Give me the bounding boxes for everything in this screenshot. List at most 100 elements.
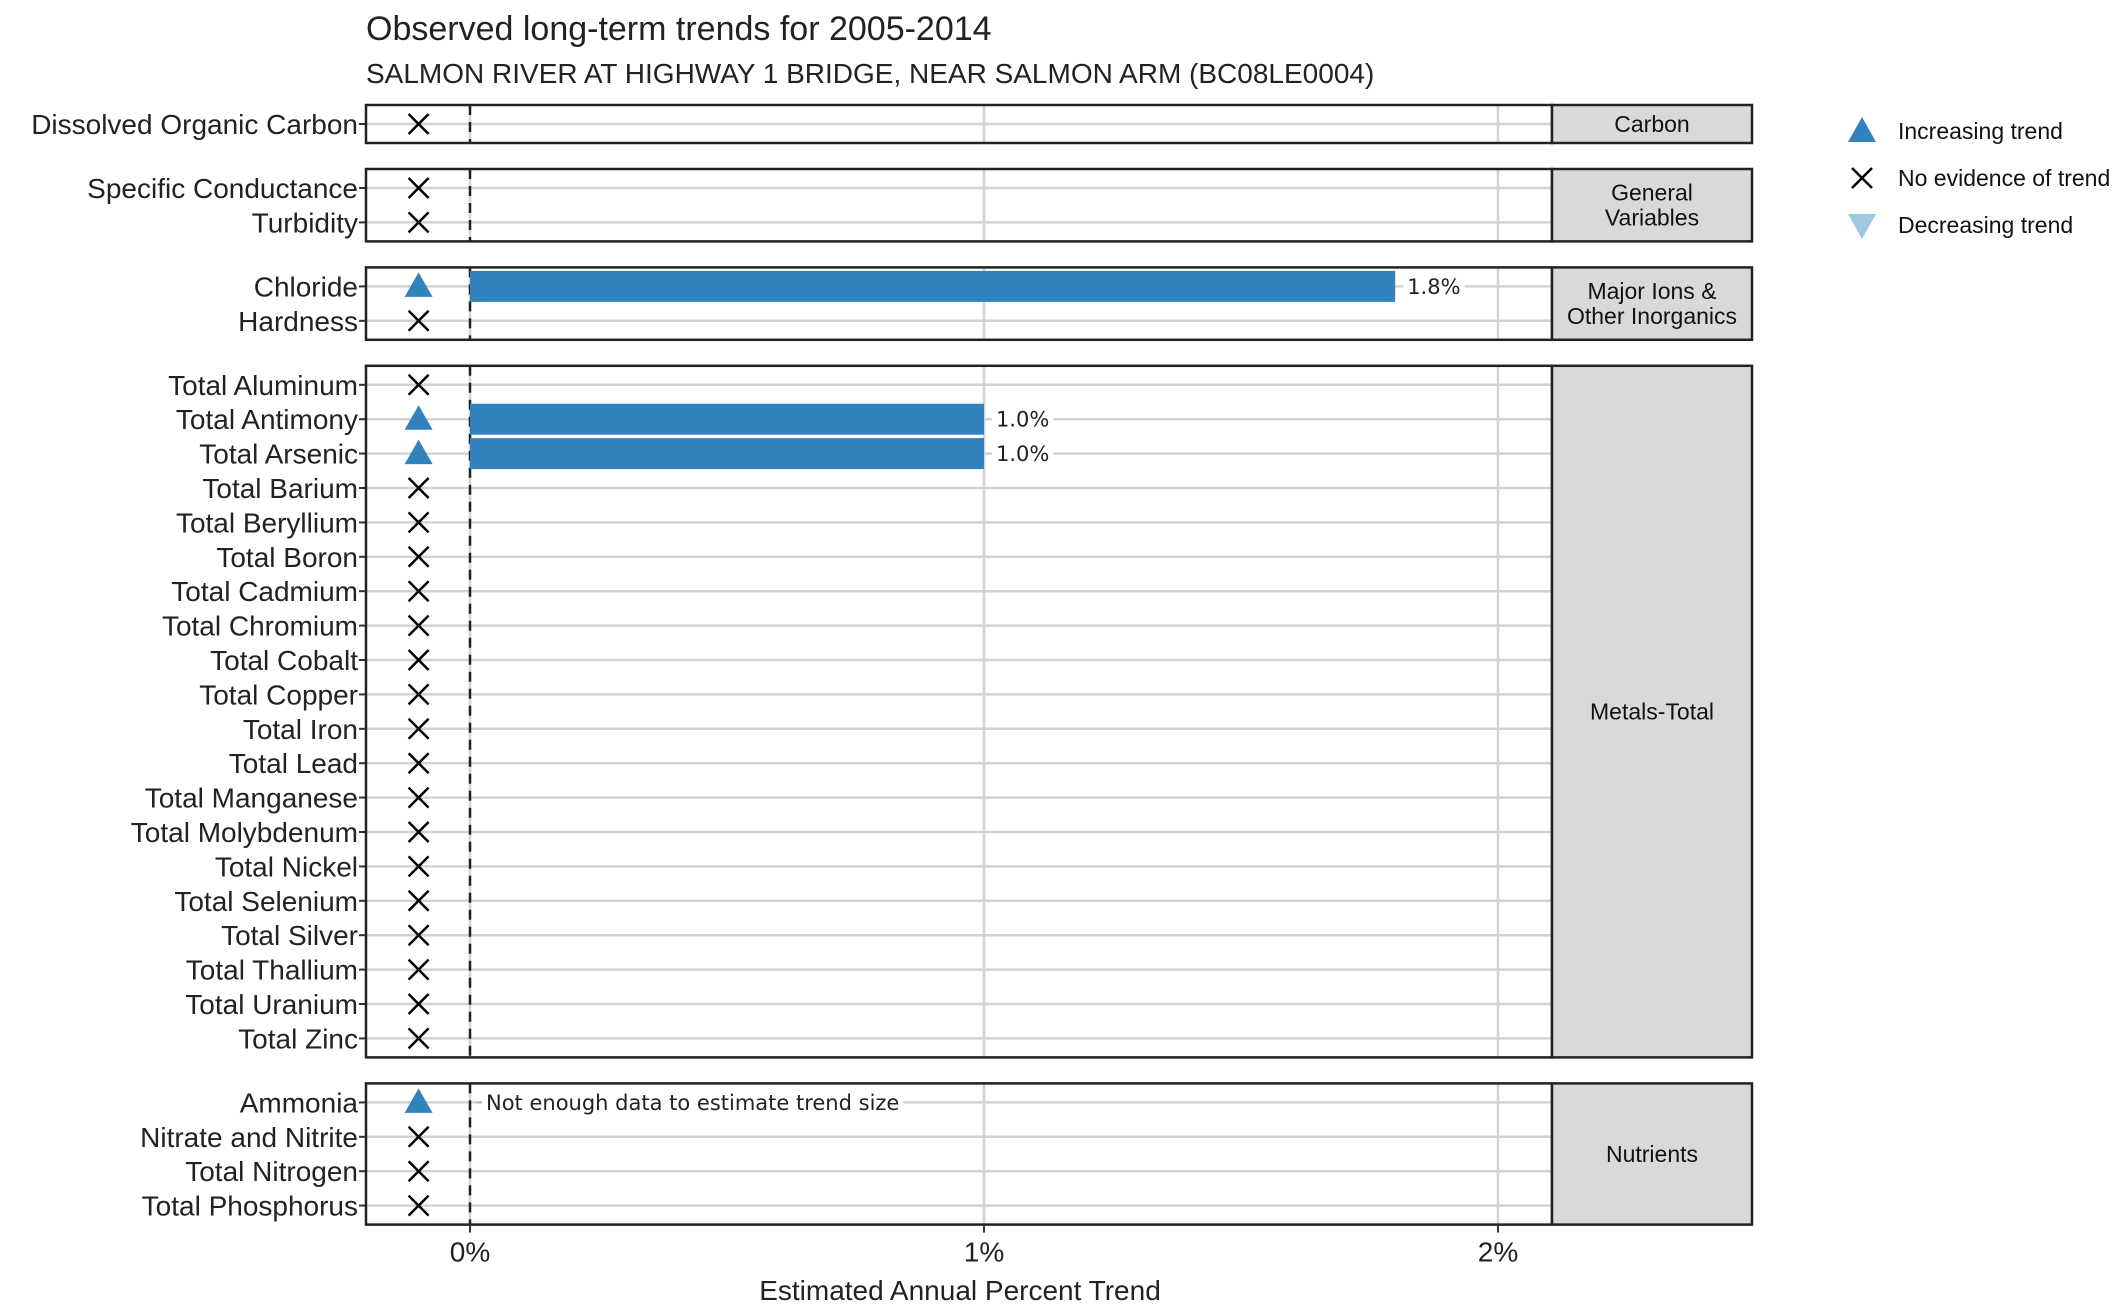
increasing-trend-marker (404, 1088, 433, 1113)
facet-strip-label: Nutrients (1606, 1141, 1698, 1167)
x-axis: 0% 1% 2% (450, 1224, 1518, 1268)
trend-bar-chloride (470, 270, 1396, 302)
row-label-chloride: Chloride (254, 271, 358, 302)
x-tick-label: 2% (1478, 1237, 1518, 1268)
row-label-specific-conductance: Specific Conductance (87, 173, 358, 204)
row-label-total-boron: Total Boron (216, 542, 358, 573)
value-label-background (992, 407, 1054, 432)
row-label-dissolved-organic-carbon: Dissolved Organic Carbon (31, 109, 358, 140)
value-label-background (992, 441, 1054, 466)
panel-background (366, 365, 1552, 1058)
legend: Increasing trend No evidence of trend Decr… (1848, 117, 2110, 239)
legend-item-none: No evidence of trend (1851, 165, 2110, 191)
value-label-chloride: 1.8% (1407, 275, 1460, 299)
no-trend-marker (407, 752, 430, 775)
row-label-hardness: Hardness (238, 306, 358, 337)
row-label-total-silver: Total Silver (221, 920, 358, 951)
no-trend-marker (407, 477, 430, 499)
x-axis-title: Estimated Annual Percent Trend (759, 1275, 1161, 1306)
no-trend-marker (407, 177, 430, 199)
legend-increasing-marker (1848, 117, 1876, 142)
no-trend-marker (407, 511, 430, 534)
row-label-total-antimony: Total Antimony (176, 404, 358, 435)
no-trend-marker (407, 958, 430, 981)
panel-carbon: Dissolved Organic Carbon Carbon (31, 103, 1754, 145)
row-label-total-nickel: Total Nickel (215, 851, 358, 882)
no-trend-marker (407, 821, 430, 843)
value-label-ammonia: Not enough data to estimate trend size (486, 1091, 899, 1115)
facet-strip-label: General Variables (1605, 180, 1699, 231)
no-trend-marker (407, 1194, 430, 1217)
facet-strip-label: Major Ions & Other Inorganics (1567, 278, 1737, 329)
row-label-total-beryllium: Total Beryllium (176, 507, 358, 538)
row-label-total-nitrogen: Total Nitrogen (185, 1156, 358, 1187)
no-trend-marker (407, 924, 430, 947)
legend-no-trend-marker (1851, 167, 1873, 189)
row-label-total-selenium: Total Selenium (174, 886, 358, 917)
legend-label: Increasing trend (1898, 118, 2063, 144)
panel-major-ions-and-other-inorganics: Chloride Hardness 1.8% Major Ions & Other In… (238, 266, 1754, 342)
no-trend-marker (407, 683, 430, 706)
facet-panels: Dissolved Organic Carbon Carbon Specific C… (31, 103, 1754, 1226)
increasing-trend-marker (404, 439, 433, 465)
value-label-background (482, 1090, 904, 1115)
facet-strip-label: Metals-Total (1590, 699, 1714, 725)
row-label-total-manganese: Total Manganese (145, 783, 358, 814)
row-label-total-phosphorus: Total Phosphorus (142, 1191, 358, 1222)
row-label-ammonia: Ammonia (240, 1087, 359, 1118)
row-label-total-copper: Total Copper (199, 679, 358, 710)
no-trend-marker (407, 545, 430, 568)
facet-strip (1550, 167, 1754, 243)
no-trend-marker (407, 211, 430, 234)
value-label-background (1403, 274, 1465, 299)
no-trend-marker (407, 1027, 430, 1050)
x-tick-label: 0% (450, 1237, 490, 1268)
chart-title: Observed long-term trends for 2005-2014 (366, 10, 992, 48)
value-label-total-arsenic: 1.0% (996, 442, 1049, 466)
no-trend-marker (407, 717, 430, 740)
no-trend-marker (407, 649, 430, 671)
legend-decreasing-marker (1848, 214, 1876, 239)
row-label-total-lead: Total Lead (229, 748, 358, 779)
no-trend-marker (407, 580, 430, 603)
legend-label: No evidence of trend (1898, 165, 2110, 191)
legend-item-increasing: Increasing trend (1848, 117, 2063, 144)
value-label-total-antimony: 1.0% (996, 408, 1049, 432)
row-label-total-molybdenum: Total Molybdenum (131, 817, 358, 848)
trend-bar-total-antimony (470, 403, 984, 435)
legend-label: Decreasing trend (1898, 212, 2073, 238)
row-label-total-zinc: Total Zinc (238, 1023, 358, 1054)
row-label-total-uranium: Total Uranium (185, 989, 358, 1020)
no-trend-marker (407, 993, 430, 1015)
row-label-total-arsenic: Total Arsenic (199, 439, 358, 470)
row-label-total-thallium: Total Thallium (186, 955, 358, 986)
row-label-total-iron: Total Iron (243, 714, 358, 745)
trend-bar-total-arsenic (470, 438, 984, 470)
no-trend-marker (407, 309, 430, 332)
no-trend-marker (407, 373, 430, 396)
legend-item-decreasing: Decreasing trend (1848, 212, 2073, 239)
chart-subtitle: SALMON RIVER AT HIGHWAY 1 BRIDGE, NEAR S… (366, 58, 1374, 89)
facet-strip (1550, 266, 1754, 342)
facet-strip (1550, 364, 1754, 1059)
facet-strip-label: Carbon (1614, 111, 1689, 137)
row-label-total-aluminum: Total Aluminum (168, 370, 358, 401)
row-label-total-cadmium: Total Cadmium (171, 576, 358, 607)
no-trend-marker (407, 1160, 430, 1183)
row-label-nitrate-and-nitrite: Nitrate and Nitrite (140, 1122, 358, 1153)
no-trend-marker (407, 786, 430, 809)
facet-strip (1550, 1082, 1754, 1226)
row-label-total-chromium: Total Chromium (162, 611, 358, 642)
row-label-turbidity: Turbidity (252, 207, 358, 238)
no-trend-marker (407, 855, 430, 878)
panel-background (366, 169, 1552, 242)
no-trend-marker (407, 113, 430, 135)
row-label-total-barium: Total Barium (202, 473, 358, 504)
increasing-trend-marker (404, 272, 433, 297)
no-trend-marker (407, 1125, 430, 1148)
increasing-trend-marker (404, 405, 433, 430)
